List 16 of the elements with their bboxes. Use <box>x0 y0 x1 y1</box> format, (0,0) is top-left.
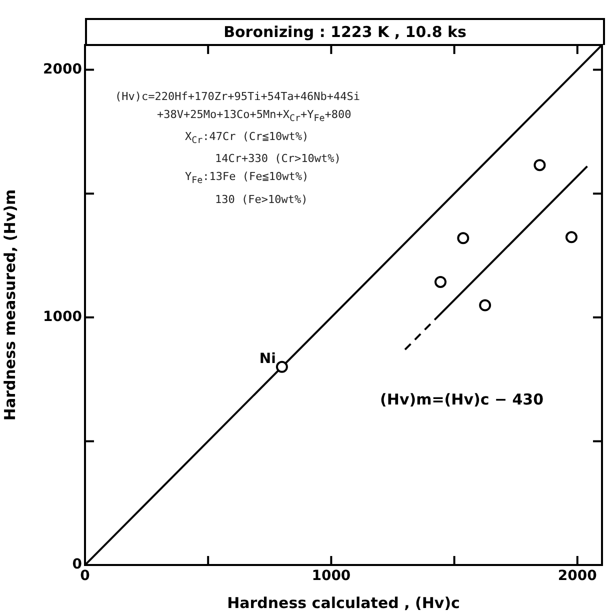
annotation: (Hv)m=(Hv)c − 430 <box>380 390 544 409</box>
y-tick-label: 0 <box>72 556 82 573</box>
annotation: 130 (Fe>10wt%) <box>214 192 309 208</box>
chart-title: Boronizing : 1223 K , 10.8 ks <box>85 18 605 45</box>
y-tick-label: 2000 <box>43 61 82 78</box>
y-tick-label: 1000 <box>43 309 82 326</box>
x-tick-label: 1000 <box>312 568 351 584</box>
annotation: Ni <box>259 350 276 367</box>
annotation: 14Cr+330 (Cr>10wt%) <box>214 151 342 168</box>
x-axis-title: Hardness calculated , (Hv)c <box>227 594 460 612</box>
annotation: X$_{Cr}$:47Cr (Cr≦10wt%) <box>184 129 310 148</box>
annotation: +38V+25Mo+13Co+5Mn+X$_{Cr}$+Y$_{Fe}$+800 <box>156 107 352 126</box>
annotation: (Hv)c=220Hf+170Zr+95Ti+54Ta+46Nb+44Si <box>115 89 360 105</box>
annotation: Y$_{Fe}$:13Fe (Fe≦10wt%) <box>184 169 310 189</box>
y-axis-title: Hardness measured, (Hv)m <box>0 189 19 421</box>
x-tick-label: 2000 <box>558 568 598 584</box>
